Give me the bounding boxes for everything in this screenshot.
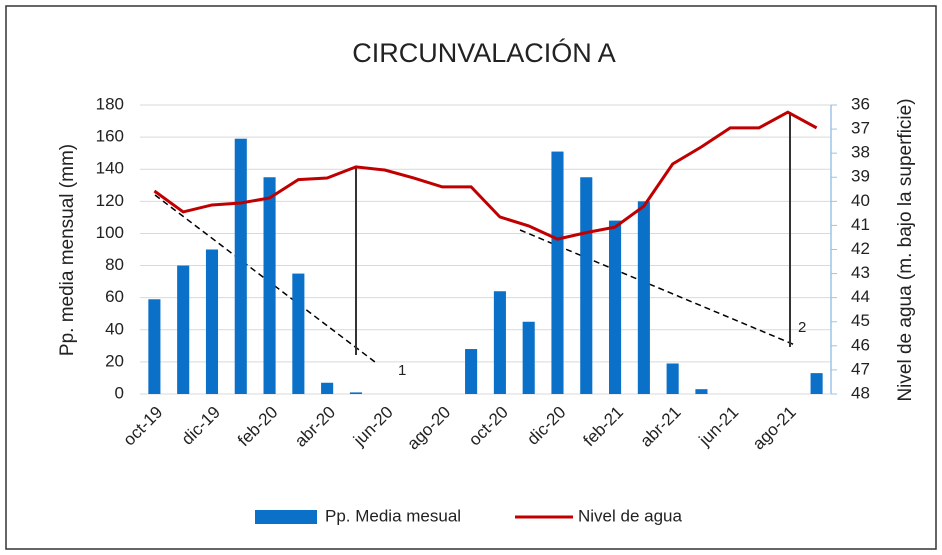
y2-tick-label: 38 (851, 143, 870, 162)
bar (493, 291, 506, 394)
line (153, 110, 818, 241)
y2-tick-label: 42 (851, 239, 870, 258)
bar (522, 321, 535, 394)
bar (177, 265, 190, 394)
bar (292, 273, 305, 394)
y-tick-label: 120 (96, 191, 124, 210)
y2-tick-label: 41 (851, 215, 870, 234)
y2-tick-label: 44 (851, 287, 870, 306)
bar (321, 382, 334, 394)
trend-line (154, 194, 376, 363)
y2-tick-label: 39 (851, 167, 870, 186)
y2-tick-label: 43 (851, 263, 870, 282)
y2-tick-label: 45 (851, 311, 870, 330)
bar (580, 177, 593, 394)
y2-tick-label: 47 (851, 359, 870, 378)
annotation: 1 (398, 362, 406, 379)
y-tick-label: 100 (96, 223, 124, 242)
y-tick-label: 0 (115, 383, 124, 402)
bar (205, 249, 219, 394)
chart-title: CIRCUNVALACIÓN A (352, 37, 616, 68)
y2-tick-label: 37 (851, 119, 870, 138)
bar (263, 177, 276, 394)
legend-label: Pp. Media mesual (325, 506, 461, 525)
y2-tick-label: 36 (851, 94, 870, 113)
chart-border (5, 5, 937, 550)
bar (666, 363, 679, 394)
y-tick-label: 60 (105, 287, 124, 306)
y-tick-label: 40 (105, 319, 124, 338)
y-axis-label: Pp. media mensual (mm) (57, 144, 78, 356)
y2-tick-label: 46 (851, 335, 870, 354)
bar (695, 389, 708, 394)
y-tick-label: 20 (105, 351, 124, 370)
bar (637, 201, 650, 394)
y2-tick-label: 48 (851, 383, 870, 402)
y2-tick-label: 40 (851, 191, 870, 210)
bar (234, 138, 247, 394)
bar (148, 299, 161, 394)
y-tick-label: 160 (96, 127, 124, 146)
y-tick-label: 140 (96, 159, 124, 178)
bar (349, 392, 362, 394)
y-tick-label: 180 (96, 94, 124, 113)
bar (465, 349, 478, 394)
legend-label: Nivel de agua (578, 506, 683, 525)
bar (551, 151, 564, 394)
y2-axis-label: Nivel de agua (m. bajo la superficie) (895, 98, 916, 401)
y-tick-label: 80 (105, 255, 124, 274)
bar (810, 373, 823, 394)
legend-swatch (255, 510, 317, 524)
annotation: 2 (798, 319, 806, 336)
bar (609, 220, 622, 394)
